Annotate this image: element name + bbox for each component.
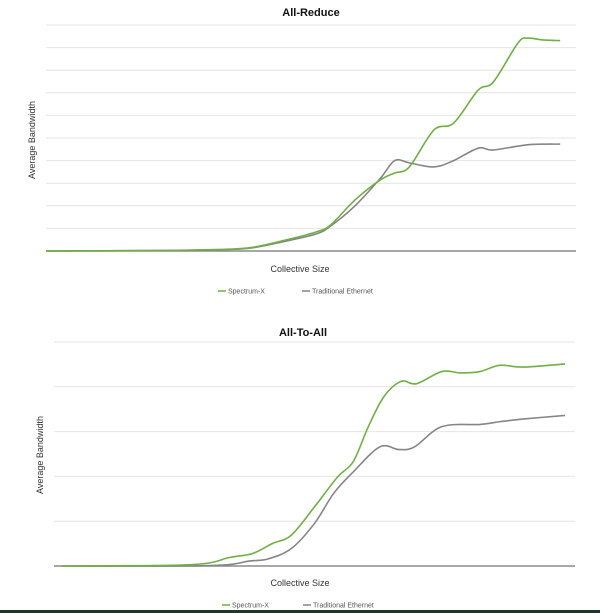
- legend: Spectrum-X Traditional Ethernet: [222, 603, 374, 610]
- chart-title: All-Reduce: [282, 7, 339, 19]
- series-line-spectrum-x: [45, 37, 561, 252]
- bottom-divider: [0, 610, 600, 613]
- gridlines: [46, 24, 576, 252]
- legend-label-spectrum-x: Spectrum-X: [232, 603, 269, 610]
- series-line-traditional-ethernet: [61, 414, 566, 567]
- series-line-spectrum-x: [61, 363, 566, 567]
- chart-title: All-To-All: [279, 327, 327, 339]
- legend-label-traditional-ethernet: Traditional Ethernet: [313, 603, 374, 610]
- legend: Spectrum-X Traditional Ethernet: [218, 289, 373, 296]
- all-reduce-chart: All-Reduce Average Bandwidth Collective …: [27, 7, 576, 296]
- series-group: [61, 363, 566, 567]
- all-to-all-chart: All-To-All Average Bandwidth Collective …: [35, 327, 575, 610]
- legend-label-spectrum-x: Spectrum-X: [228, 289, 265, 296]
- series-group: [45, 37, 561, 252]
- gridlines: [54, 341, 575, 567]
- x-axis-label: Collective Size: [270, 264, 329, 274]
- x-axis-label: Collective Size: [270, 578, 329, 588]
- y-axis-label: Average Bandwidth: [27, 101, 37, 179]
- legend-label-traditional-ethernet: Traditional Ethernet: [312, 289, 373, 296]
- y-axis-label: Average Bandwidth: [35, 416, 45, 494]
